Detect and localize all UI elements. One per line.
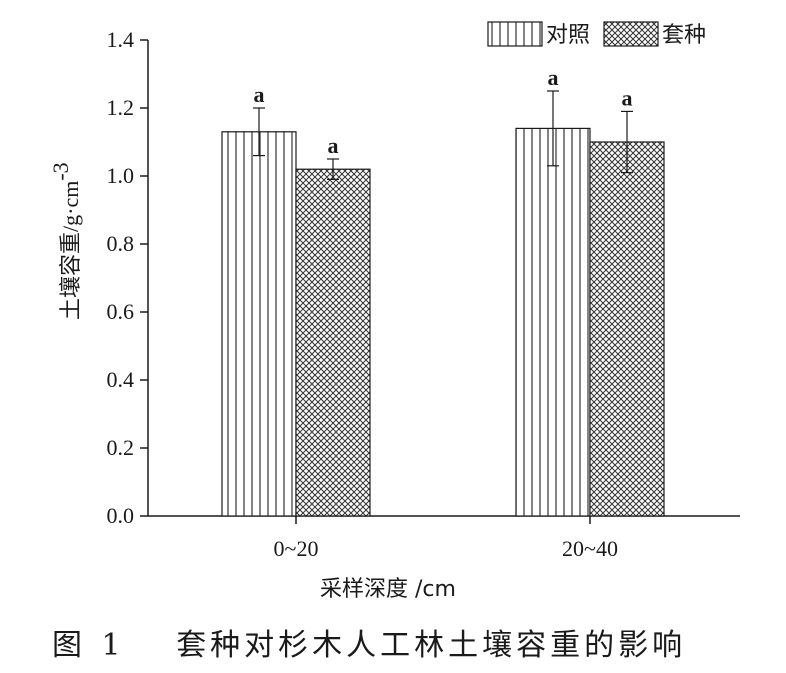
- y-tick-label: 0.8: [107, 231, 135, 256]
- y-tick-label: 1.0: [107, 163, 135, 188]
- legend: 对照 套种: [487, 21, 706, 48]
- significance-label: a: [548, 65, 559, 90]
- x-axis-title: 采样深度 /cm: [320, 577, 456, 602]
- caption-text: 套种对杉木人工林土壤容重的影响: [176, 628, 687, 663]
- legend-label-intercrop: 套种: [662, 23, 706, 48]
- y-axis-title: 土壤容重/g·cm-3: [48, 162, 84, 320]
- bar-intercrop-2: [589, 141, 665, 517]
- bar-control-2: [515, 127, 591, 517]
- bar-control-1: [221, 131, 297, 517]
- bar-chart: 0.0 0.2 0.4 0.6 0.8 1.0 1.2 1.4 0~20 20~40 a a aa …: [48, 21, 740, 602]
- y-axis-ticks: 0.0 0.2 0.4 0.6 0.8 1.0 1.2 1.4: [107, 27, 148, 528]
- figure-caption: 图 1 套种对杉木人工林土壤容重的影响: [0, 620, 786, 664]
- caption-label: 图: [52, 628, 86, 663]
- x-tick-label: 20~40: [562, 536, 618, 561]
- y-tick-label: 0.0: [107, 503, 135, 528]
- legend-label-control: 对照: [546, 23, 590, 48]
- significance-label: a: [622, 85, 633, 110]
- y-axis-title-main: 土壤容重: [59, 232, 84, 320]
- y-axis-title-exponent: -3: [48, 162, 73, 180]
- bars-group: a a a a: [221, 65, 665, 517]
- y-tick-label: 0.4: [107, 367, 135, 392]
- significance-label: a: [328, 133, 339, 158]
- y-tick-label: 1.4: [107, 27, 135, 52]
- y-axis-title-unit: /g·cm: [58, 181, 83, 232]
- significance-label: a: [254, 82, 265, 107]
- y-tick-label: 0.2: [107, 435, 135, 460]
- caption-number: 1: [101, 628, 125, 663]
- x-axis-ticks: 0~20 20~40: [274, 516, 618, 561]
- legend-swatch-intercrop: [603, 21, 659, 47]
- y-tick-label: 1.2: [107, 95, 135, 120]
- legend-swatch-control: [487, 21, 543, 47]
- x-tick-label: 0~20: [274, 536, 319, 561]
- y-tick-label: 0.6: [107, 299, 135, 324]
- bar-intercrop-1: [295, 168, 371, 517]
